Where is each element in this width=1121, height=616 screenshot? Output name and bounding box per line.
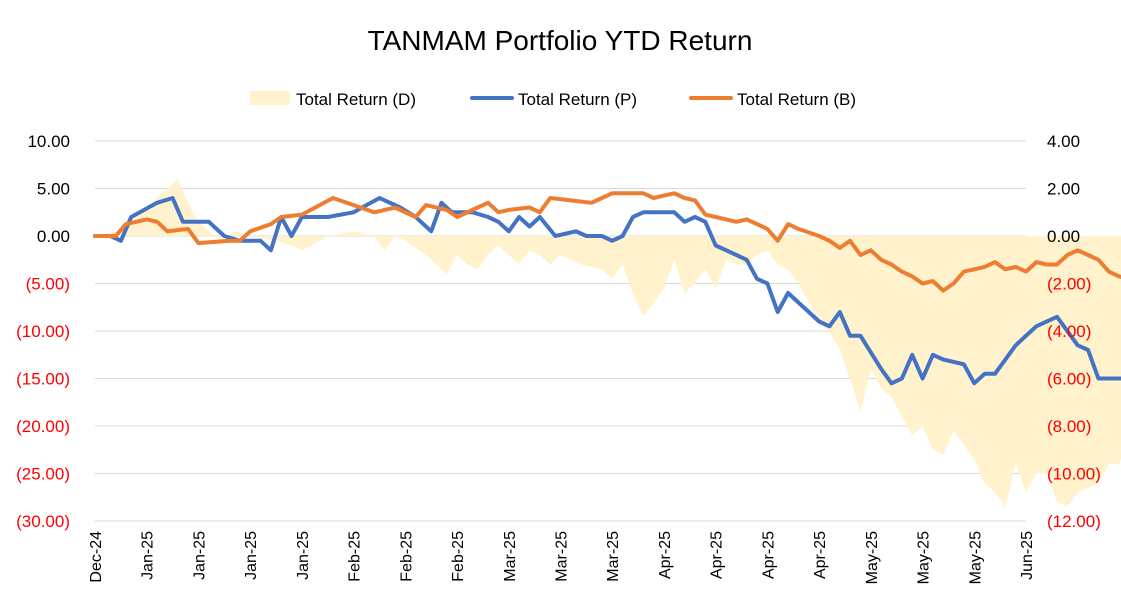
x-tick-label: Jan-25 [243, 531, 260, 580]
x-tick-label: Feb-25 [398, 531, 415, 582]
left-tick-label: (20.00) [16, 417, 70, 436]
x-tick-label: Apr-25 [812, 531, 829, 579]
x-tick-label: Jan-25 [140, 531, 157, 580]
right-tick-label: (4.00) [1047, 322, 1091, 341]
legend-label-p: Total Return (P) [518, 90, 637, 109]
left-tick-label: (15.00) [16, 370, 70, 389]
x-tick-label: Mar-25 [502, 531, 519, 582]
series-line-b [93, 191, 1121, 293]
x-tick-label: May-25 [967, 531, 984, 584]
left-tick-label: (10.00) [16, 322, 70, 341]
right-tick-label: 0.00 [1047, 227, 1080, 246]
left-tick-label: 0.00 [37, 227, 70, 246]
right-tick-label: (6.00) [1047, 370, 1091, 389]
x-tick-label: May-25 [864, 531, 881, 584]
right-tick-label: 4.00 [1047, 132, 1080, 151]
x-tick-label: Mar-25 [605, 531, 622, 582]
series-area-d [95, 179, 1121, 507]
x-tick-label: Jan-25 [191, 531, 208, 580]
chart-title: TANMAM Portfolio YTD Return [368, 25, 753, 56]
x-tick-label: Apr-25 [709, 531, 726, 579]
area-layer [95, 179, 1121, 507]
left-tick-label: (5.00) [26, 275, 70, 294]
x-tick-label: Mar-25 [554, 531, 571, 582]
x-axis: Dec-24 Jan-25 Jan-25 Jan-25 Jan-25 Feb-25 Feb-… [88, 531, 1036, 584]
left-tick-label: (30.00) [16, 512, 70, 531]
right-axis: 4.00 2.00 0.00 (2.00) (4.00) (6.00) (8.00) (10.… [1047, 132, 1101, 531]
x-tick-label: Dec-24 [88, 531, 105, 583]
right-tick-label: 2.00 [1047, 180, 1080, 199]
x-tick-label: May-25 [916, 531, 933, 584]
x-tick-label: Apr-25 [760, 531, 777, 579]
x-tick-label: Feb-25 [450, 531, 467, 582]
x-tick-label: Jan-25 [295, 531, 312, 580]
legend: Total Return (D) Total Return (P) Total … [250, 90, 856, 109]
x-tick-label: Feb-25 [347, 531, 364, 582]
legend-label-b: Total Return (B) [737, 90, 856, 109]
left-tick-label: (25.00) [16, 465, 70, 484]
right-tick-label: (12.00) [1047, 512, 1101, 531]
line-layer [93, 191, 1121, 386]
x-tick-label: Apr-25 [657, 531, 674, 579]
legend-label-d: Total Return (D) [296, 90, 416, 109]
right-tick-label: (8.00) [1047, 417, 1091, 436]
legend-swatch-d [250, 91, 290, 105]
left-axis: 10.00 5.00 0.00 (5.00) (10.00) (15.00) (20.00)… [16, 132, 70, 531]
right-tick-label: (2.00) [1047, 275, 1091, 294]
left-tick-label: 10.00 [27, 132, 70, 151]
x-tick-label: Jun-25 [1019, 531, 1036, 580]
right-tick-label: (10.00) [1047, 465, 1101, 484]
left-tick-label: 5.00 [37, 180, 70, 199]
